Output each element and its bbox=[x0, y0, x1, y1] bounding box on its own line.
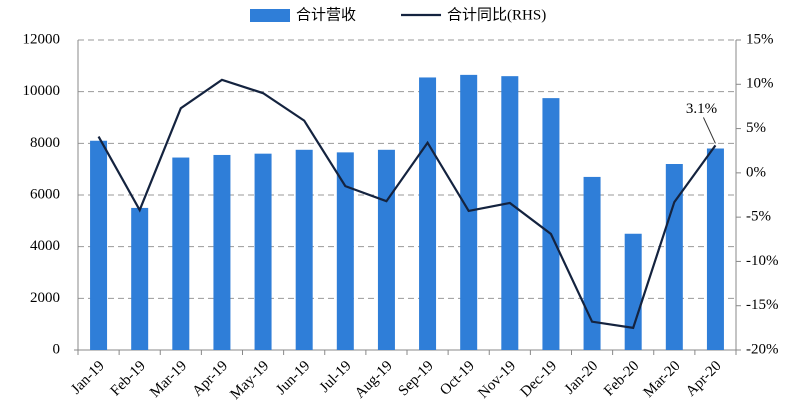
bar bbox=[542, 98, 560, 350]
x-tick-label: Jan-20 bbox=[562, 358, 602, 398]
x-tick-label: Mar-19 bbox=[147, 358, 190, 401]
y-tick-label: 6000 bbox=[30, 186, 60, 202]
x-tick-label: Aug-19 bbox=[352, 358, 396, 402]
x-tick-label: Dec-19 bbox=[518, 358, 561, 401]
y2-tick-label: 0% bbox=[746, 164, 766, 180]
x-tick-label: Oct-19 bbox=[437, 358, 478, 399]
y2-tick-label: -15% bbox=[746, 297, 779, 313]
y-tick-label: 12000 bbox=[23, 31, 61, 47]
legend-label: 合计同比(RHS) bbox=[447, 6, 546, 23]
bar bbox=[172, 157, 190, 350]
legend-label: 合计营收 bbox=[296, 6, 356, 23]
x-tick-label: May-19 bbox=[227, 358, 272, 403]
y-tick-label: 4000 bbox=[30, 238, 60, 254]
y2-tick-label: 5% bbox=[746, 120, 766, 136]
y-tick-label: 2000 bbox=[30, 290, 60, 306]
y2-tick-label: 15% bbox=[746, 31, 774, 47]
data-label: 3.1% bbox=[686, 101, 717, 117]
y2-tick-label: 10% bbox=[746, 76, 774, 92]
bar bbox=[706, 148, 724, 350]
y-tick-label: 8000 bbox=[30, 135, 60, 151]
bar bbox=[377, 149, 395, 350]
bar bbox=[336, 152, 354, 350]
bar bbox=[254, 153, 272, 350]
x-tick-label: Feb-20 bbox=[601, 358, 642, 399]
bar bbox=[460, 74, 478, 350]
bar bbox=[583, 176, 601, 350]
x-tick-label: Jan-19 bbox=[68, 358, 108, 398]
x-tick-label: Sep-19 bbox=[395, 358, 436, 399]
label-leader bbox=[702, 117, 716, 144]
x-tick-label: Apr-19 bbox=[189, 358, 231, 400]
y-tick-label: 10000 bbox=[23, 83, 61, 99]
bar bbox=[295, 149, 313, 350]
line bbox=[97, 78, 717, 330]
x-tick-label: Mar-20 bbox=[641, 358, 684, 401]
legend-swatch bbox=[250, 9, 290, 22]
y2-tick-label: -5% bbox=[746, 209, 771, 225]
bar bbox=[131, 207, 149, 350]
x-tick-label: Feb-19 bbox=[108, 358, 149, 399]
bar bbox=[624, 233, 642, 350]
x-tick-label: Jul-19 bbox=[317, 358, 355, 396]
x-tick-label: Nov-19 bbox=[475, 358, 519, 402]
y-tick-label: 0 bbox=[53, 341, 61, 357]
bar bbox=[501, 76, 519, 351]
bar bbox=[665, 164, 683, 350]
x-tick-label: Jun-19 bbox=[273, 358, 313, 398]
bar bbox=[419, 77, 437, 350]
y2-tick-label: -20% bbox=[746, 341, 779, 357]
x-tick-label: Apr-20 bbox=[683, 358, 725, 400]
bar bbox=[90, 140, 108, 350]
bar bbox=[213, 154, 231, 350]
y2-tick-label: -10% bbox=[746, 253, 779, 269]
